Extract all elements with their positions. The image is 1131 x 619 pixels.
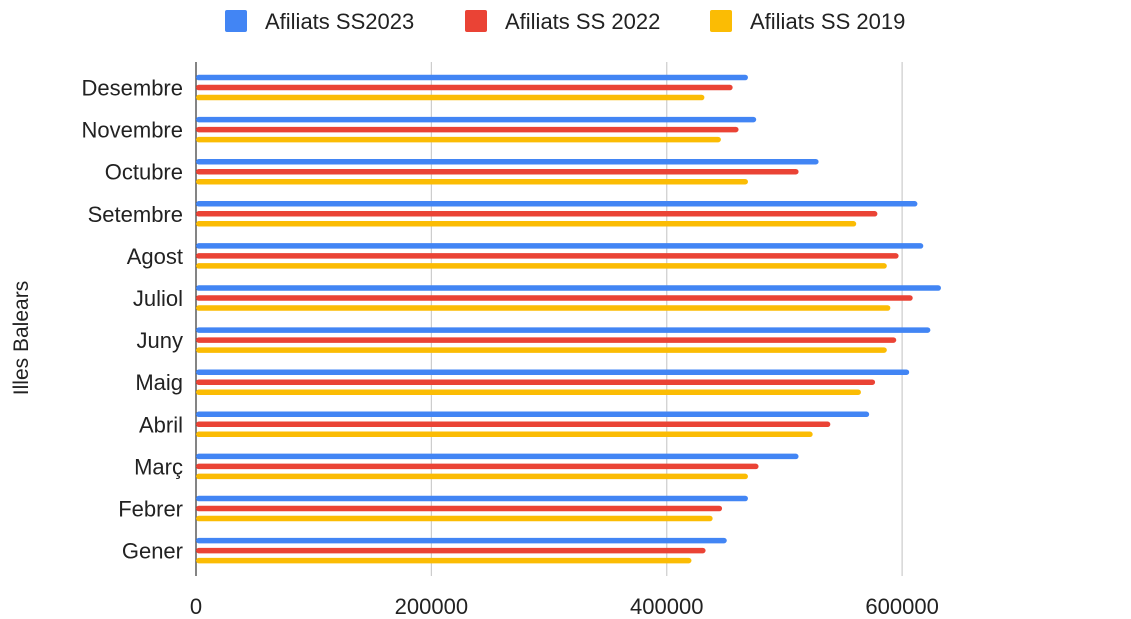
bar [196, 505, 723, 512]
bar [196, 263, 887, 269]
x-tick-label: 400000 [630, 594, 703, 619]
legend-swatch [710, 10, 732, 32]
legend: Afiliats SS2023 Afiliats SS 2022 Afiliats … [225, 9, 905, 34]
bar [196, 178, 748, 185]
legend-label: Afiliats SS 2019 [750, 9, 905, 34]
category-label: Maig [135, 370, 183, 395]
x-tick-label: 600000 [865, 594, 938, 619]
bar [196, 389, 861, 395]
x-tick-label: 0 [190, 594, 202, 619]
bar [196, 295, 913, 301]
bar [196, 431, 813, 438]
legend-label: Afiliats SS 2022 [505, 9, 660, 34]
bar [196, 168, 799, 175]
bar [196, 243, 924, 249]
bar [196, 515, 713, 522]
category-label: Juny [137, 328, 183, 353]
category-label: Febrer [118, 497, 183, 522]
category-label: Gener [122, 539, 183, 564]
category-label: Abril [139, 412, 183, 437]
bar [196, 411, 870, 418]
bar [196, 201, 918, 207]
x-tick-labels: 0 200000 400000 600000 [190, 594, 939, 619]
bar [196, 463, 759, 470]
bar [196, 116, 757, 123]
bar [196, 74, 748, 81]
category-label: Octubre [105, 160, 183, 185]
bar [196, 285, 941, 291]
bars [196, 74, 941, 564]
bar [196, 453, 799, 460]
bar [196, 337, 897, 343]
category-label: Setembre [88, 202, 183, 227]
bar [196, 421, 831, 428]
bar [196, 379, 876, 385]
category-label: Novembre [82, 118, 183, 143]
category-labels: Desembre Novembre Octubre Setembre Agost Juli… [82, 76, 183, 564]
bar [196, 305, 891, 311]
y-axis-title: Illes Balears [10, 281, 33, 395]
x-tick-label: 200000 [395, 594, 468, 619]
bar [196, 126, 739, 133]
legend-swatch [465, 10, 487, 32]
category-label: Març [134, 454, 183, 479]
bar [196, 84, 733, 91]
bar [196, 537, 727, 544]
bar [196, 221, 857, 227]
legend-swatch [225, 10, 247, 32]
bar [196, 557, 692, 564]
bar [196, 253, 899, 259]
bar [196, 94, 705, 101]
bar [196, 347, 887, 353]
bar [196, 547, 706, 554]
bar [196, 211, 878, 217]
bar [196, 136, 721, 143]
bar [196, 158, 819, 165]
bar [196, 327, 931, 333]
legend-label: Afiliats SS2023 [265, 9, 414, 34]
bar [196, 473, 748, 480]
category-label: Juliol [133, 286, 183, 311]
bar [196, 369, 910, 375]
bar [196, 495, 748, 502]
gridlines [195, 62, 903, 576]
category-label: Desembre [82, 76, 183, 101]
category-label: Agost [127, 244, 183, 269]
